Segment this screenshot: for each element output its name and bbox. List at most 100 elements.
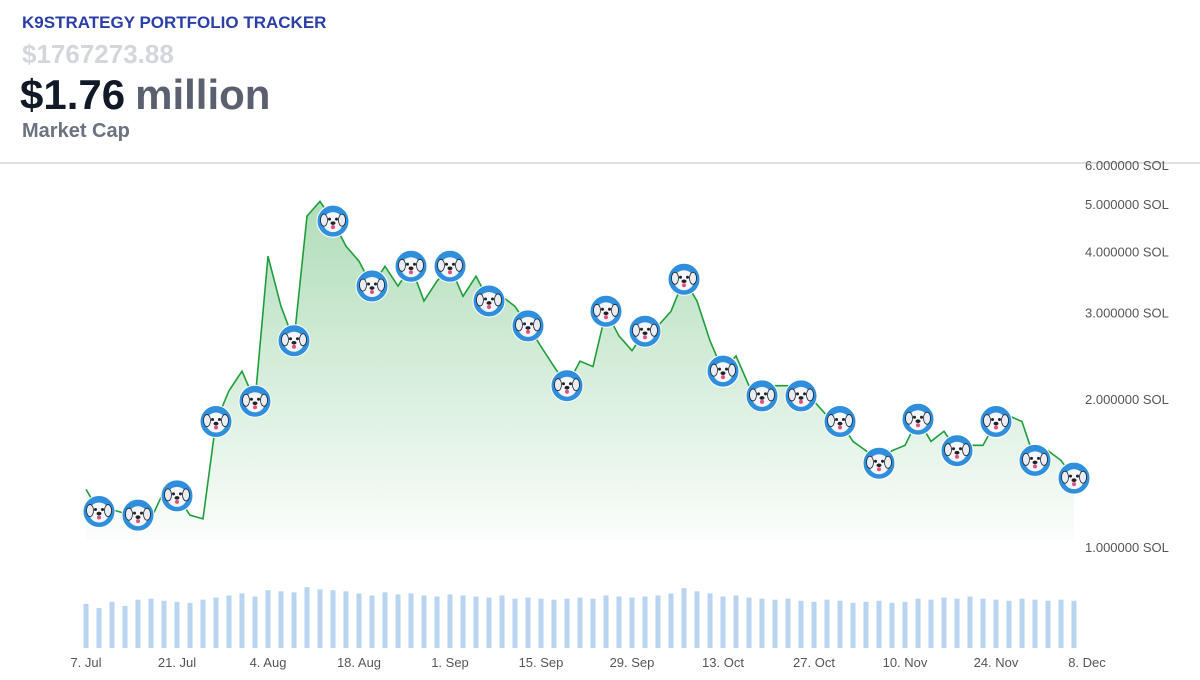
- volume-bar: [83, 603, 89, 648]
- volume-bar: [564, 598, 570, 648]
- marker-ear: [515, 318, 523, 332]
- marker-eye: [257, 397, 260, 401]
- marker-ear: [962, 443, 970, 457]
- marker-ear: [398, 258, 406, 272]
- x-tick-label: 27. Oct: [793, 655, 835, 670]
- marker-tongue: [409, 270, 413, 275]
- marker-eye: [601, 307, 604, 311]
- marker-ear: [593, 303, 601, 317]
- volume-bar: [174, 601, 180, 648]
- marker-nose: [408, 266, 414, 271]
- volume-bar: [239, 593, 245, 648]
- marker-tongue: [721, 375, 725, 380]
- volume-bar: [330, 590, 336, 648]
- volume-bar: [538, 598, 544, 648]
- volume-bar: [772, 599, 778, 648]
- volume-bar: [590, 598, 596, 648]
- marker-nose: [330, 221, 336, 225]
- marker-nose: [447, 266, 453, 271]
- volume-bar: [369, 595, 375, 648]
- dog-marker: [706, 354, 740, 388]
- marker-eye: [959, 447, 962, 451]
- volume-bar: [278, 591, 284, 648]
- volume-bar: [746, 597, 752, 648]
- marker-nose: [486, 301, 492, 305]
- y-tick-label: 3.000000 SOL: [1085, 306, 1169, 321]
- volume-bar: [421, 595, 427, 648]
- dog-marker: [940, 434, 974, 468]
- dog-marker: [784, 379, 818, 413]
- volume-bar: [668, 593, 674, 648]
- marker-ear: [884, 455, 892, 469]
- marker-ear: [203, 414, 211, 427]
- volume-bar: [967, 596, 973, 648]
- marker-ear: [650, 323, 658, 337]
- marker-eye: [452, 262, 455, 266]
- y-tick-label: 1.000000 SOL: [1085, 540, 1169, 555]
- marker-nose: [252, 401, 258, 406]
- volume-bar: [486, 597, 492, 648]
- marker-tongue: [760, 399, 764, 404]
- volume-bar: [993, 599, 999, 648]
- marker-ear: [1040, 453, 1048, 466]
- marker-ear: [1079, 470, 1087, 484]
- volume-bar: [876, 600, 882, 648]
- dog-marker: [82, 495, 116, 529]
- volume-bar: [694, 591, 700, 648]
- marker-nose: [369, 286, 375, 290]
- marker-eye: [328, 217, 331, 221]
- x-tick-label: 7. Jul: [70, 655, 101, 670]
- marker-eye: [491, 297, 494, 301]
- volume-bar: [161, 600, 167, 648]
- volume-bar: [1071, 600, 1077, 648]
- marker-ear: [710, 363, 718, 377]
- marker-eye: [998, 418, 1001, 422]
- x-tick-label: 4. Aug: [250, 655, 287, 670]
- volume-bar: [382, 592, 388, 648]
- volume-bar: [291, 592, 297, 648]
- marker-ear: [671, 271, 679, 285]
- marker-nose: [1071, 478, 1077, 482]
- headline-value: $1.76 million: [20, 71, 270, 118]
- marker-ear: [320, 213, 328, 227]
- dog-marker: [667, 262, 701, 296]
- area: [86, 201, 1074, 540]
- volume-bar: [551, 599, 557, 648]
- volume-bar: [473, 596, 479, 648]
- marker-tongue: [877, 467, 881, 472]
- volume-bar: [811, 601, 817, 648]
- marker-ear: [632, 323, 640, 337]
- marker-tongue: [370, 290, 374, 295]
- marker-ear: [767, 388, 775, 402]
- dog-marker: [862, 446, 896, 480]
- marker-eye: [569, 382, 572, 386]
- x-tick-label: 13. Oct: [702, 655, 744, 670]
- marker-eye: [757, 392, 760, 396]
- marker-eye: [1076, 474, 1079, 478]
- marker-ear: [806, 388, 814, 402]
- x-tick-label: 24. Nov: [974, 655, 1019, 670]
- volume-bar: [447, 594, 453, 648]
- y-tick-label: 6.000000 SOL: [1085, 158, 1169, 173]
- dog-marker: [550, 369, 584, 403]
- volume-bar: [759, 598, 765, 648]
- volume-bar: [460, 595, 466, 648]
- marker-tongue: [604, 315, 608, 320]
- exact-value: $1767273.88: [22, 39, 174, 69]
- volume-bar: [317, 589, 323, 648]
- caption: Market Cap: [22, 120, 130, 142]
- marker-nose: [291, 340, 297, 345]
- marker-tongue: [97, 515, 101, 520]
- marker-eye: [530, 322, 533, 326]
- marker-tongue: [565, 389, 569, 394]
- marker-eye: [484, 297, 487, 301]
- marker-ear: [416, 258, 424, 272]
- marker-eye: [445, 262, 448, 266]
- marker-nose: [759, 396, 765, 400]
- dog-marker: [823, 405, 857, 439]
- volume-bar: [265, 590, 271, 648]
- marker-tongue: [1033, 464, 1037, 469]
- marker-tongue: [448, 270, 452, 275]
- marker-eye: [764, 392, 767, 396]
- marker-eye: [374, 282, 377, 286]
